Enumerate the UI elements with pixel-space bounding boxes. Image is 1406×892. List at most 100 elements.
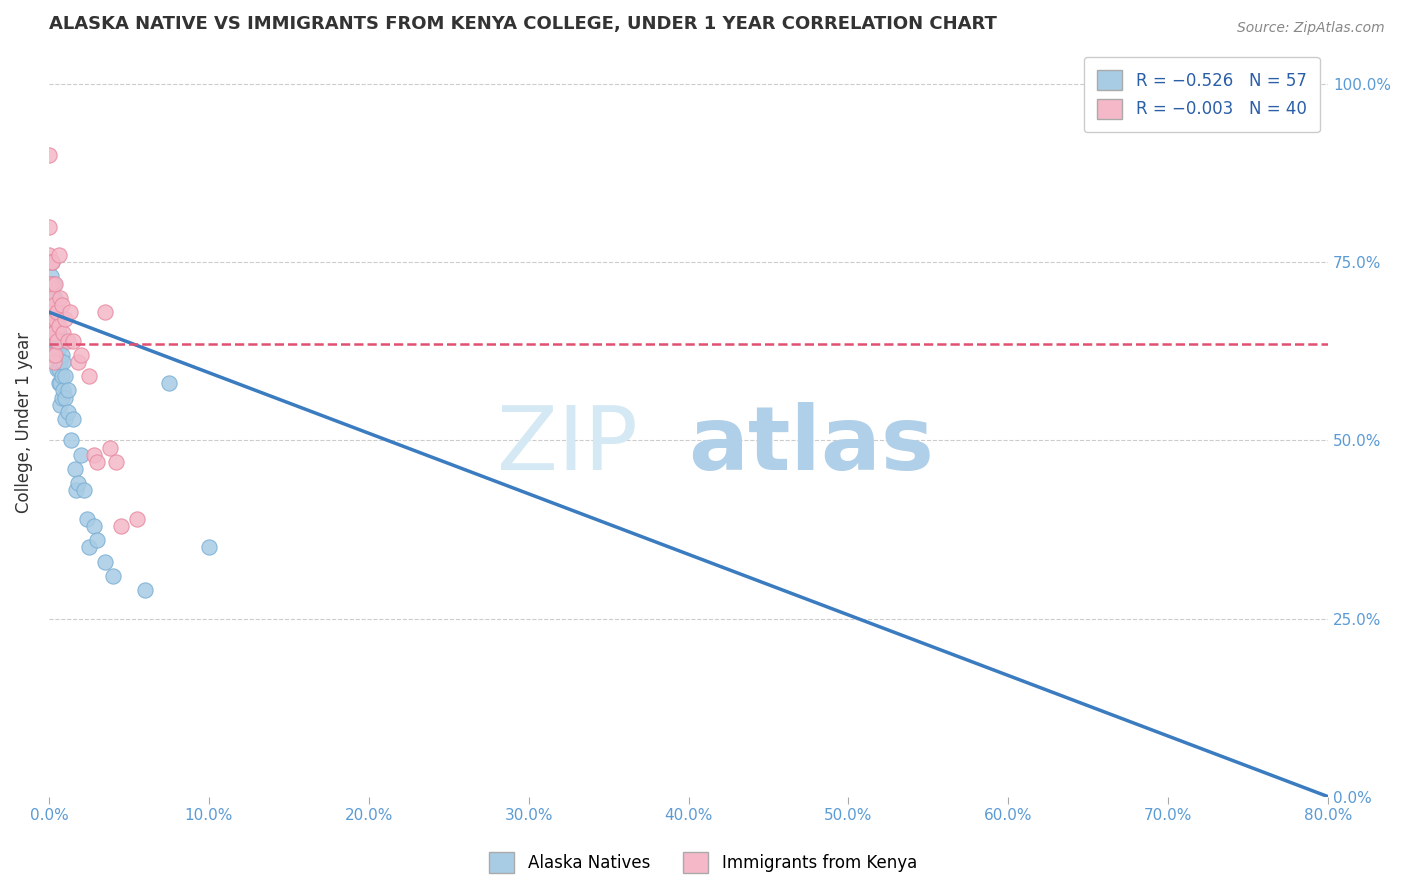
Point	[38, 277, 60, 291]
Point	[38, 298, 60, 312]
Point	[42, 334, 65, 348]
Point	[44, 348, 66, 362]
Point	[101, 568, 124, 582]
Point	[157, 376, 180, 391]
Point	[83, 519, 105, 533]
Point	[42, 277, 65, 291]
Point	[49, 376, 72, 391]
Point	[46, 334, 69, 348]
Point	[86, 455, 108, 469]
Point	[52, 326, 75, 341]
Point	[41, 255, 63, 269]
Point	[38, 148, 60, 162]
Point	[70, 448, 93, 462]
Point	[49, 291, 72, 305]
Point	[39, 255, 62, 269]
Point	[44, 319, 66, 334]
Point	[59, 305, 82, 319]
Point	[46, 348, 69, 362]
Point	[42, 305, 65, 319]
Point	[41, 348, 63, 362]
Point	[46, 305, 69, 319]
Point	[41, 305, 63, 319]
Point	[44, 291, 66, 305]
Point	[44, 277, 66, 291]
Point	[46, 362, 69, 376]
Point	[56, 384, 79, 398]
Point	[49, 334, 72, 348]
Text: ALASKA NATIVE VS IMMIGRANTS FROM KENYA COLLEGE, UNDER 1 YEAR CORRELATION CHART: ALASKA NATIVE VS IMMIGRANTS FROM KENYA C…	[49, 15, 997, 33]
Point	[39, 305, 62, 319]
Point	[42, 319, 65, 334]
Point	[39, 269, 62, 284]
Point	[39, 284, 62, 298]
Point	[76, 512, 98, 526]
Point	[41, 277, 63, 291]
Point	[73, 483, 96, 498]
Point	[38, 319, 60, 334]
Point	[66, 355, 89, 369]
Point	[48, 362, 70, 376]
Point	[198, 541, 221, 555]
Point	[70, 348, 93, 362]
Point	[125, 512, 148, 526]
Point	[41, 291, 63, 305]
Point	[46, 326, 69, 341]
Point	[38, 248, 60, 262]
Point	[49, 398, 72, 412]
Point	[51, 391, 73, 405]
Point	[83, 448, 105, 462]
Legend: R = −0.526   N = 57, R = −0.003   N = 40: R = −0.526 N = 57, R = −0.003 N = 40	[1084, 57, 1320, 132]
Point	[42, 298, 65, 312]
Point	[77, 541, 100, 555]
Point	[48, 326, 70, 341]
Point	[98, 441, 121, 455]
Point	[53, 412, 76, 426]
Point	[53, 391, 76, 405]
Point	[65, 483, 87, 498]
Point	[105, 455, 128, 469]
Point	[38, 219, 60, 234]
Point	[39, 277, 62, 291]
Point	[48, 248, 70, 262]
Point	[41, 291, 63, 305]
Point	[44, 334, 66, 348]
Text: atlas: atlas	[689, 401, 935, 489]
Point	[66, 476, 89, 491]
Point	[62, 412, 84, 426]
Point	[60, 434, 83, 448]
Point	[46, 312, 69, 326]
Point	[62, 334, 84, 348]
Point	[48, 341, 70, 355]
Point	[41, 319, 63, 334]
Point	[63, 462, 86, 476]
Point	[42, 291, 65, 305]
Point	[110, 519, 132, 533]
Point	[44, 305, 66, 319]
Point	[94, 555, 117, 569]
Point	[77, 369, 100, 384]
Text: ZIP: ZIP	[496, 401, 637, 489]
Point	[41, 255, 63, 269]
Point	[48, 376, 70, 391]
Point	[48, 319, 70, 334]
Point	[42, 326, 65, 341]
Point	[42, 355, 65, 369]
Point	[41, 326, 63, 341]
Text: Source: ZipAtlas.com: Source: ZipAtlas.com	[1237, 21, 1385, 35]
Point	[56, 334, 79, 348]
Point	[49, 355, 72, 369]
Point	[52, 355, 75, 369]
Point	[53, 312, 76, 326]
Point	[53, 369, 76, 384]
Point	[51, 298, 73, 312]
Point	[38, 298, 60, 312]
Point	[134, 582, 156, 597]
Point	[56, 405, 79, 419]
Legend: Alaska Natives, Immigrants from Kenya: Alaska Natives, Immigrants from Kenya	[482, 846, 924, 880]
Point	[51, 369, 73, 384]
Point	[42, 348, 65, 362]
Point	[44, 312, 66, 326]
Y-axis label: College, Under 1 year: College, Under 1 year	[15, 332, 32, 513]
Point	[52, 384, 75, 398]
